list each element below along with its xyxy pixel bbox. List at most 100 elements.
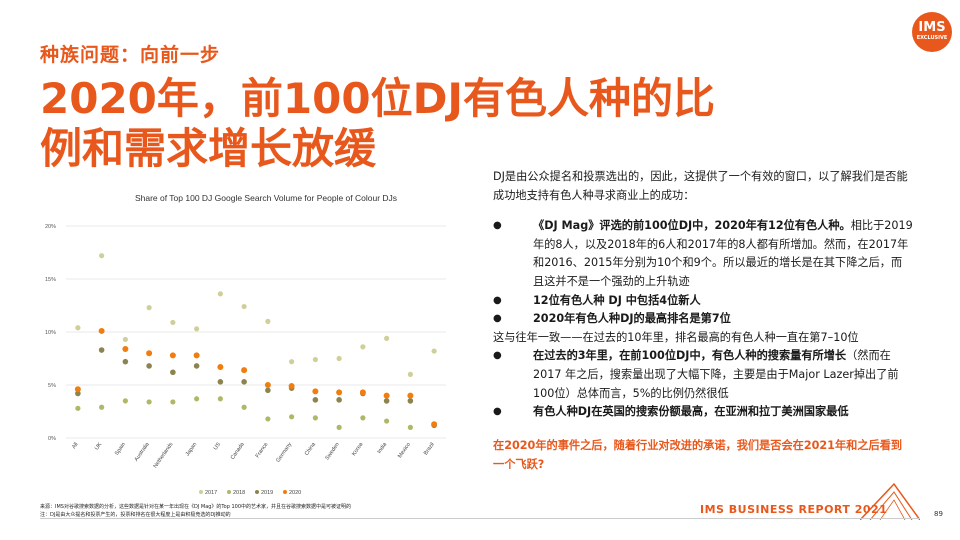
point-2018 (170, 399, 176, 405)
x-tick-label: Netherlands (153, 442, 175, 470)
intro-paragraph: DJ是由公众提名和投票选出的，因此，这提供了一个有效的窗口，以了解我们是否能成功… (493, 170, 908, 202)
point-2019 (407, 398, 414, 404)
point-2018 (194, 396, 200, 402)
x-tick-label: Australia (134, 441, 152, 463)
point-2018 (122, 398, 128, 404)
source-text: 来源：IMS对谷歌搜索数据的分析，这些数据是针对在某一年出现在《DJ Mag》的… (40, 504, 352, 510)
point-2019 (383, 398, 390, 404)
point-2017 (146, 305, 152, 311)
point-2018 (407, 424, 413, 430)
point-2020 (336, 389, 343, 396)
logo-text: IMS (918, 20, 946, 35)
x-tick-label: India (377, 441, 389, 455)
bullet-4-text: （然而在 2017 年之后，搜索量出现了大幅下降，主要是由于Major Laze… (533, 349, 899, 400)
point-2018 (265, 416, 271, 422)
point-2020 (193, 352, 200, 359)
point-2017 (289, 359, 295, 365)
x-tick-label: UK (94, 441, 103, 451)
page-title: 2020年，前100位DJ有色人种的比例和需求增长放缓 (40, 74, 716, 173)
report-name: IMS BUSINESS REPORT 2021 (700, 503, 888, 516)
x-tick-label: Brazil (423, 442, 436, 457)
point-2017 (122, 336, 128, 343)
point-2019 (193, 363, 200, 369)
x-tick-label: Mexico (397, 442, 412, 460)
chart-svg: Share of Top 100 DJ Google Search Volume… (45, 193, 446, 496)
point-2017 (312, 356, 318, 363)
bullet-3: ● 2020年有色人种DJ的最高排名是第7位 (493, 310, 913, 329)
point-2017 (265, 318, 271, 324)
legend-label: 2017 (205, 490, 217, 496)
legend-marker (227, 490, 231, 494)
y-tick-label: 5% (48, 383, 56, 389)
note-text: 注：DJ是由大众提名和投票产生的，投票和排名在很大程度上是由积极竞选的DJ推动的 (40, 512, 231, 518)
point-2019 (265, 387, 271, 394)
point-2017 (431, 348, 437, 354)
x-tick-label: France (255, 442, 270, 459)
chart-title: Share of Top 100 DJ Google Search Volume… (135, 193, 397, 203)
y-tick-label: 15% (45, 277, 56, 283)
bullet-3-text: 2020年有色人种DJ的最高排名是第7位 (533, 312, 731, 326)
bullet-1: ● 《DJ Mag》评选的前100位DJ中，2020年有12位有色人种。相比于2… (493, 217, 913, 291)
point-2018 (241, 404, 247, 410)
point-2017 (217, 291, 223, 297)
point-2017 (75, 325, 81, 331)
point-2017 (407, 371, 413, 377)
point-2017 (360, 344, 366, 350)
point-2019 (98, 347, 105, 353)
x-tick-label: China (304, 441, 318, 457)
y-tick-label: 10% (45, 330, 56, 336)
bullet-4: ● 在过去的3年里，在前100位DJ中，有色人种的搜索量有所增长（然而在 201… (493, 347, 913, 403)
body-text: DJ是由公众提名和投票选出的，因此，这提供了一个有效的窗口，以了解我们是否能成功… (493, 168, 913, 422)
page-number: 89 (934, 510, 943, 518)
bullet-5-text: 有色人种DJ在英国的搜索份额最高，在亚洲和拉丁美洲国家最低 (533, 405, 849, 419)
x-tick-label: Sweden (324, 442, 340, 462)
bullet-4-bold: 在过去的3年里，在前100位DJ中，有色人种的搜索量有所增长 (533, 349, 847, 363)
point-2019 (122, 358, 129, 365)
x-tick-label: Korea (351, 441, 365, 457)
section-kicker: 种族问题：向前一步 (40, 44, 221, 66)
source-note: 来源：IMS对谷歌搜索数据的分析，这些数据是针对在某一年出现在《DJ Mag》的… (40, 503, 480, 519)
point-2019 (75, 390, 81, 397)
legend-marker (283, 490, 287, 494)
point-2020 (122, 345, 129, 352)
bullet-icon: ● (493, 313, 502, 325)
point-2020 (407, 392, 414, 399)
point-2017 (194, 326, 200, 332)
y-tick-label: 20% (45, 224, 56, 230)
point-2019 (217, 379, 224, 385)
point-2017 (241, 303, 247, 310)
ims-logo: IMS EXCLUSIVE (912, 12, 952, 52)
bullet-2-text: 12位有色人种 DJ 中包括4位新人 (533, 293, 701, 307)
x-tick-label: Spain (114, 442, 127, 457)
point-2017 (99, 253, 105, 259)
point-2018 (146, 399, 152, 405)
logo-subtext: EXCLUSIVE (916, 35, 948, 41)
point-2020 (264, 382, 271, 388)
point-2018 (384, 418, 390, 424)
x-tick-label: Germany (275, 442, 293, 464)
point-2018 (99, 404, 105, 410)
search-share-chart: Share of Top 100 DJ Google Search Volume… (36, 184, 456, 504)
bullet-icon: ● (493, 294, 502, 306)
point-2018 (217, 396, 223, 402)
footer-divider (40, 518, 920, 519)
bullet-3-note: 这与往年一致——在过去的10年里，排名最高的有色人种一直在第7–10位 (493, 330, 859, 344)
bullet-1-text: 相比于2019年的8人，以及2018年的6人和2017年的8人都有所增加。然而，… (533, 219, 913, 288)
legend-label: 2019 (261, 490, 273, 496)
point-2019 (312, 397, 319, 403)
point-2019 (146, 363, 152, 369)
point-2020 (241, 367, 248, 374)
point-2020 (312, 388, 319, 395)
point-2018 (336, 424, 342, 430)
point-2018 (75, 405, 81, 411)
bullet-5: ● 有色人种DJ在英国的搜索份额最高，在亚洲和拉丁美洲国家最低 (493, 403, 913, 422)
bullet-icon: ● (493, 220, 502, 232)
bullet-icon: ● (493, 350, 502, 362)
point-2017 (170, 319, 176, 326)
closing-question: 在2020年的事件之后，随着行业对改进的承诺，我们是否会在2021年和之后看到一… (493, 439, 903, 471)
legend-label: 2020 (289, 490, 301, 496)
x-tick-label: All (71, 442, 79, 450)
point-2020 (146, 350, 153, 357)
point-2018 (360, 415, 366, 421)
mountain-logo-icon (860, 482, 920, 520)
